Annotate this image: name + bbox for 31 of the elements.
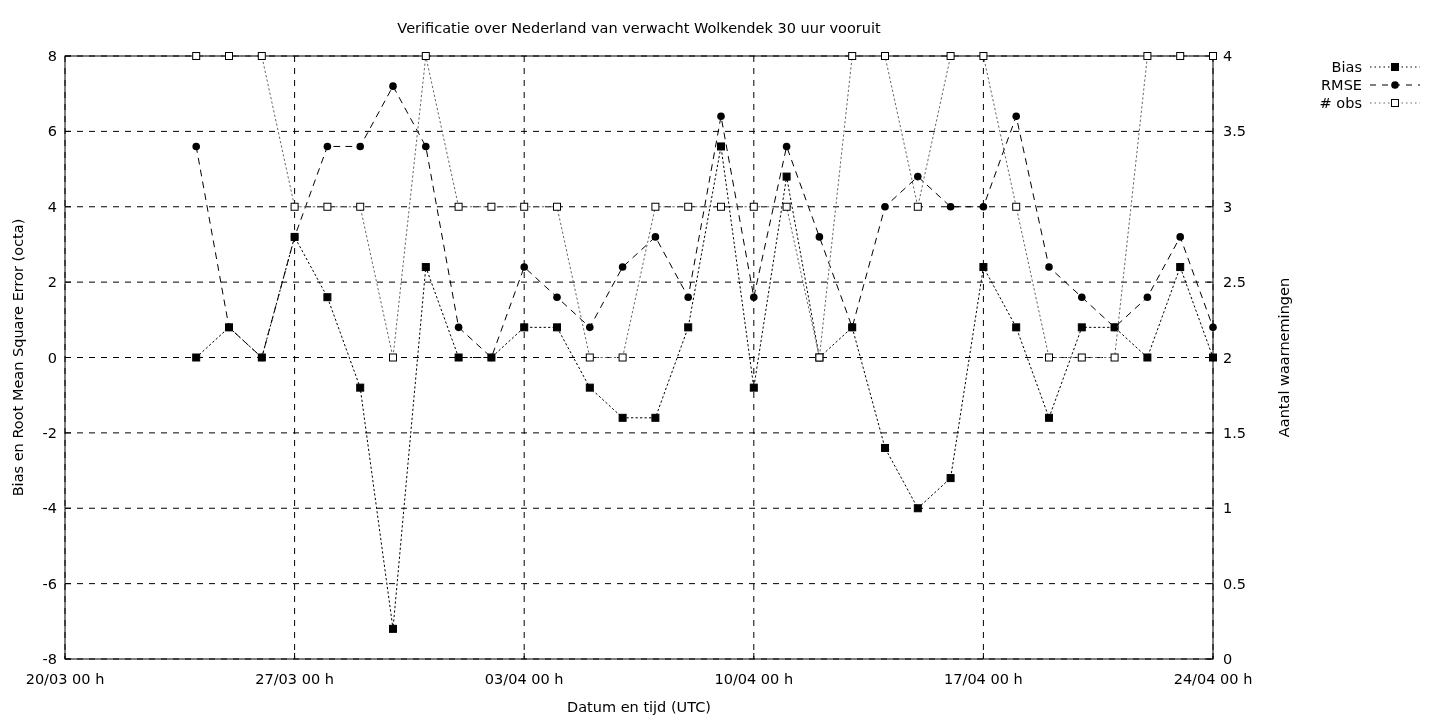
y2-tick-label: 1.5 [1223,424,1247,441]
x-tick-label: 10/04 00 h [714,671,794,687]
y2-tick-label: 0.5 [1223,575,1247,592]
x-tick-label: 03/04 00 h [484,671,564,687]
y-tick-label: -4 [42,500,57,517]
x-axis-title: Datum en tijd (UTC) [567,699,711,715]
y2-tick-label: 4 [1223,48,1233,64]
y-tick-label: 0 [47,349,57,366]
y-tick-label: 8 [47,48,57,64]
legend-label: RMSE [1321,77,1362,93]
x-tick-label: 17/04 00 h [944,671,1023,687]
y-axis-title: Bias en Root Mean Square Error (octa) [10,218,26,497]
y2-tick-label: 0 [1223,651,1233,667]
y2-tick-label: 2.5 [1223,274,1247,291]
y-tick-label: -6 [42,575,57,592]
x-tick-label: 27/03 00 h [255,671,334,687]
y2-tick-label: 3 [1223,198,1233,215]
y-tick-label: 6 [47,123,57,140]
chart-title: Verificatie over Nederland van verwacht Wolkendek 30 uur vooruit [397,20,881,36]
x-tick-label: 24/04 00 h [1173,671,1253,687]
x-tick-label: 20/03 00 h [25,671,105,687]
legend-label: # obs [1319,95,1362,111]
y2-tick-label: 2 [1223,349,1233,366]
y2-axis-title: Aantal waarnemingen [1276,277,1292,438]
y-tick-label: 2 [47,274,57,291]
y-tick-label: -8 [42,651,57,667]
y2-tick-label: 3.5 [1223,123,1247,140]
y-tick-label: 4 [47,198,57,215]
legend-label: Bias [1331,59,1362,75]
y-tick-label: -2 [42,424,57,441]
y2-tick-label: 1 [1223,500,1233,517]
